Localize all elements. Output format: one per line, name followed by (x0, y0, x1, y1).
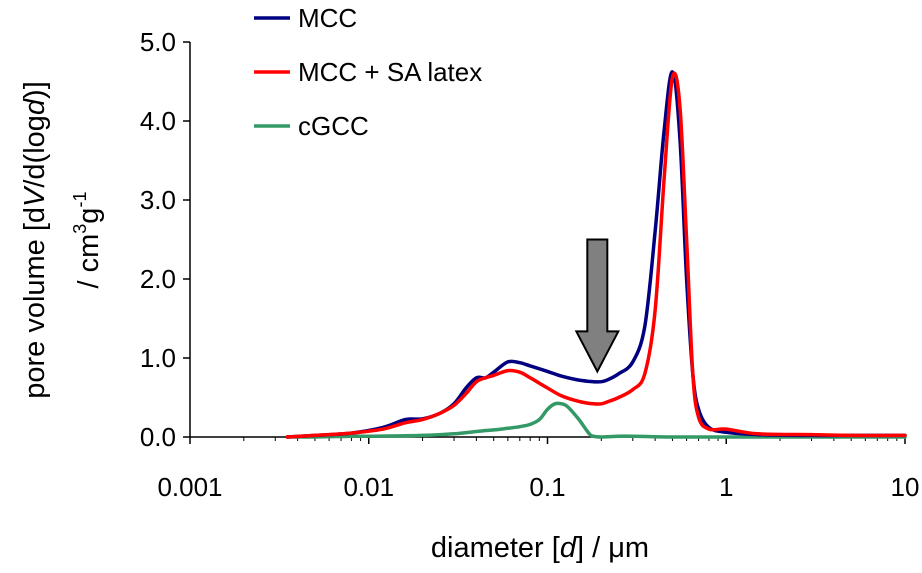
x-axis-title: diameter [d] / μm (431, 532, 649, 564)
annotations (574, 238, 620, 374)
legend-label: cGCC (298, 111, 369, 141)
series-line-2 (285, 401, 907, 439)
x-tick-label: 0.01 (343, 472, 394, 502)
series-line-1 (285, 71, 907, 439)
y-axis-unit: / cm3g-1 (70, 192, 105, 289)
down-arrow-annotation (574, 238, 620, 374)
x-ticks: 0.001 0.01 0.1 1 10 (157, 437, 919, 502)
legend: MCC MCC + SA latex cGCC (254, 3, 482, 141)
legend-label: MCC (298, 3, 357, 33)
y-tick-label: 4.0 (140, 106, 176, 136)
x-tick-label: 0.001 (157, 472, 222, 502)
x-tick-label: 1 (719, 472, 733, 502)
y-tick-label: 5.0 (140, 27, 176, 57)
y-tick-label: 2.0 (140, 264, 176, 294)
y-axis-title: pore volume [dV/d(logd)] (19, 81, 51, 399)
series-lines (285, 70, 907, 439)
x-tick-label: 10 (891, 472, 920, 502)
y-tick-label: 3.0 (140, 185, 176, 215)
legend-label: MCC + SA latex (298, 57, 482, 87)
y-ticks: 0.0 1.0 2.0 3.0 4.0 5.0 (140, 27, 190, 452)
x-tick-label: 0.1 (529, 472, 565, 502)
y-tick-label: 0.0 (140, 422, 176, 452)
y-tick-label: 1.0 (140, 343, 176, 373)
